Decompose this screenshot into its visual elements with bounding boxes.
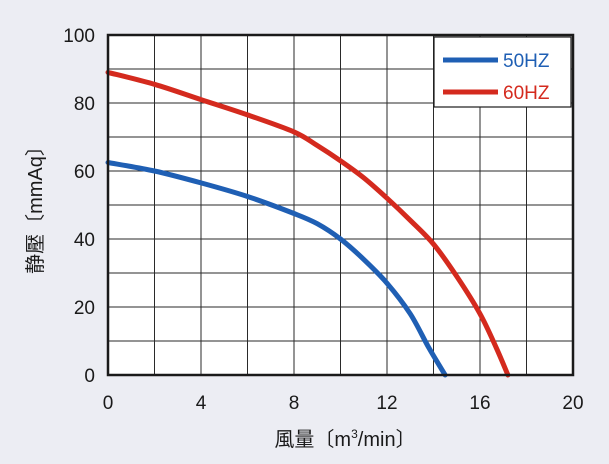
y-tick-labels: 0 20 40 60 80 100 — [63, 26, 95, 387]
x-tick-labels: 0 4 8 12 16 20 — [103, 393, 584, 414]
x-tick-label: 0 — [103, 393, 114, 414]
legend-label-50hz: 50HZ — [503, 51, 550, 72]
y-tick-label: 60 — [74, 162, 95, 183]
y-tick-label: 80 — [74, 94, 95, 115]
x-axis-title-superscript: 3 — [351, 427, 358, 441]
series-layer — [105, 69, 511, 378]
y-tick-label: 40 — [74, 230, 95, 251]
series-line-50hz — [105, 160, 448, 378]
series-line-60hz — [105, 69, 511, 378]
y-tick-label: 20 — [74, 298, 95, 319]
legend: 50HZ 60HZ — [433, 36, 572, 108]
x-tick-label: 20 — [562, 393, 583, 414]
plot-frame — [106, 33, 575, 377]
y-tick-label: 0 — [84, 366, 95, 387]
y-tick-label: 100 — [63, 26, 95, 47]
x-tick-label: 8 — [289, 393, 300, 414]
x-tick-label: 4 — [196, 393, 207, 414]
x-axis-title-tail: /min〕 — [358, 428, 416, 451]
legend-box — [433, 36, 572, 108]
x-tick-label: 16 — [469, 393, 490, 414]
x-tick-label: 12 — [376, 393, 397, 414]
x-axis-title-main: 風量〔m — [274, 428, 351, 451]
y-axis-title: 静壓〔mmAq〕 — [24, 136, 47, 274]
legend-label-60hz: 60HZ — [503, 83, 550, 104]
x-axis-title: 風量〔m3/min〕 — [274, 427, 415, 451]
